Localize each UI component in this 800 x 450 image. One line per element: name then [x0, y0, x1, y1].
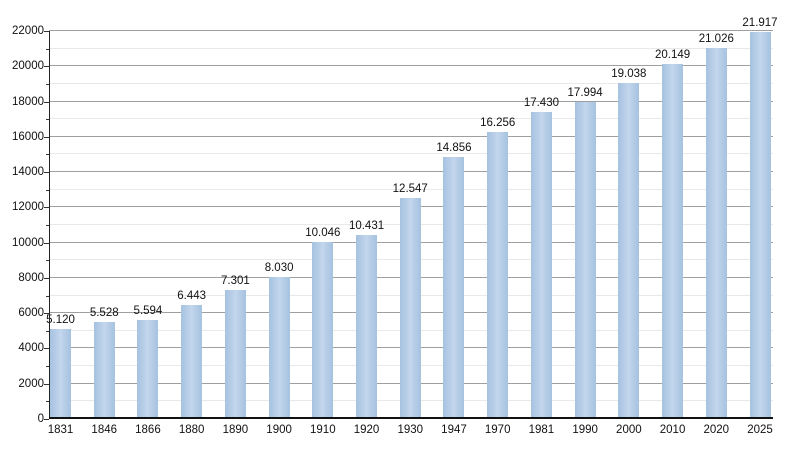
bar: [312, 241, 334, 419]
bar-value-label: 5.120: [46, 313, 75, 326]
bar: [181, 305, 203, 419]
bar-value-label: 19.038: [611, 68, 647, 81]
y-tick-major: [44, 136, 49, 138]
bar: [50, 328, 71, 419]
bar-value-label: 17.994: [567, 86, 603, 99]
y-axis-line: [49, 31, 50, 419]
y-tick-label: 4000: [18, 342, 44, 355]
x-tick-label: 1910: [310, 424, 336, 436]
y-tick-label: 0: [37, 413, 44, 425]
y-tick-label: 20000: [12, 60, 44, 73]
x-tick-label: 1930: [397, 424, 424, 436]
y-tick-minor: [46, 401, 49, 403]
y-tick-minor: [46, 260, 49, 262]
bar-value-label: 5.528: [89, 306, 119, 319]
y-tick-minor: [46, 330, 49, 332]
plot-area: 5.120 5.528 5.594 6.443 7.301 8.030 10.046 10.4…: [46, 17, 778, 419]
y-tick-major: [44, 383, 49, 385]
y-tick-major: [44, 101, 49, 103]
x-tick-label: 1970: [484, 424, 511, 436]
bar-value-label: 16.256: [480, 117, 516, 130]
y-tick-major: [44, 419, 49, 420]
y-tick-label: 8000: [18, 271, 44, 284]
y-tick-major: [44, 242, 49, 244]
y-tick-label: 6000: [18, 307, 44, 320]
bar-value-label: 14.856: [436, 142, 472, 154]
x-tick-label: 1947: [441, 424, 467, 436]
y-tick-label: 14000: [12, 166, 44, 179]
y-tick-major: [44, 313, 49, 315]
x-tick-label: 1920: [353, 424, 380, 436]
x-tick-label: 2000: [616, 424, 642, 436]
bar-value-label: 7.301: [220, 275, 250, 288]
bar: [530, 111, 552, 419]
x-tick-label: 2025: [747, 424, 773, 436]
bar-value-label: 10.046: [305, 226, 341, 239]
bar-value-label: 17.430: [523, 96, 559, 109]
y-tick-label: 10000: [12, 236, 44, 249]
gridline-major: [49, 30, 773, 31]
x-tick-label: 1846: [91, 424, 118, 436]
bar: [137, 320, 159, 419]
y-tick-major: [44, 172, 49, 174]
x-tick-label: 2020: [703, 424, 730, 436]
bar: [487, 132, 509, 419]
bar-value-label: 12.547: [392, 182, 428, 195]
x-tick-label: 1880: [178, 424, 205, 436]
y-tick-label: 18000: [12, 95, 44, 108]
y-tick-major: [44, 66, 49, 68]
bar: [356, 235, 378, 419]
bar: [443, 157, 465, 419]
x-tick-label: 1990: [572, 424, 598, 436]
bar: [268, 277, 290, 419]
bar-value-label: 6.443: [177, 290, 207, 303]
bar: [749, 32, 771, 419]
x-tick-label: 1890: [222, 424, 249, 436]
y-tick-minor: [46, 189, 49, 191]
bar: [662, 63, 684, 419]
bar-value-label: 21.917: [742, 17, 778, 30]
y-tick-label: 2000: [18, 377, 44, 390]
y-tick-major: [44, 207, 49, 209]
y-tick-major: [44, 31, 49, 32]
x-tick-label: 1831: [47, 424, 74, 436]
bar: [618, 83, 640, 419]
bar-value-label: 5.594: [133, 305, 163, 318]
x-axis-line: [49, 417, 773, 419]
bar: [705, 48, 727, 419]
bar-value-label: 20.149: [654, 48, 691, 61]
x-tick-label: 1981: [528, 424, 555, 436]
bar-value-label: 10.431: [348, 220, 385, 233]
bar: [399, 197, 421, 419]
y-tick-minor: [46, 83, 49, 85]
y-tick-minor: [46, 366, 49, 368]
y-tick-major: [44, 348, 49, 350]
x-tick-label: 1900: [266, 424, 292, 436]
y-tick-minor: [46, 119, 49, 121]
bar-value-label: 8.030: [264, 262, 294, 275]
y-tick-label: 12000: [12, 201, 44, 214]
bar: [224, 290, 246, 419]
y-tick-major: [44, 277, 49, 279]
x-tick-label: 2010: [659, 424, 686, 436]
bar: [93, 321, 115, 419]
y-tick-label: 16000: [12, 130, 44, 143]
y-tick-minor: [46, 48, 49, 50]
bar-value-label: 21.026: [698, 33, 734, 46]
y-tick-minor: [46, 225, 49, 226]
x-tick-label: 1866: [135, 424, 161, 436]
y-tick-minor: [46, 154, 49, 156]
y-tick-label: 22000: [12, 25, 44, 37]
y-tick-minor: [46, 295, 49, 297]
bar: [574, 101, 596, 419]
